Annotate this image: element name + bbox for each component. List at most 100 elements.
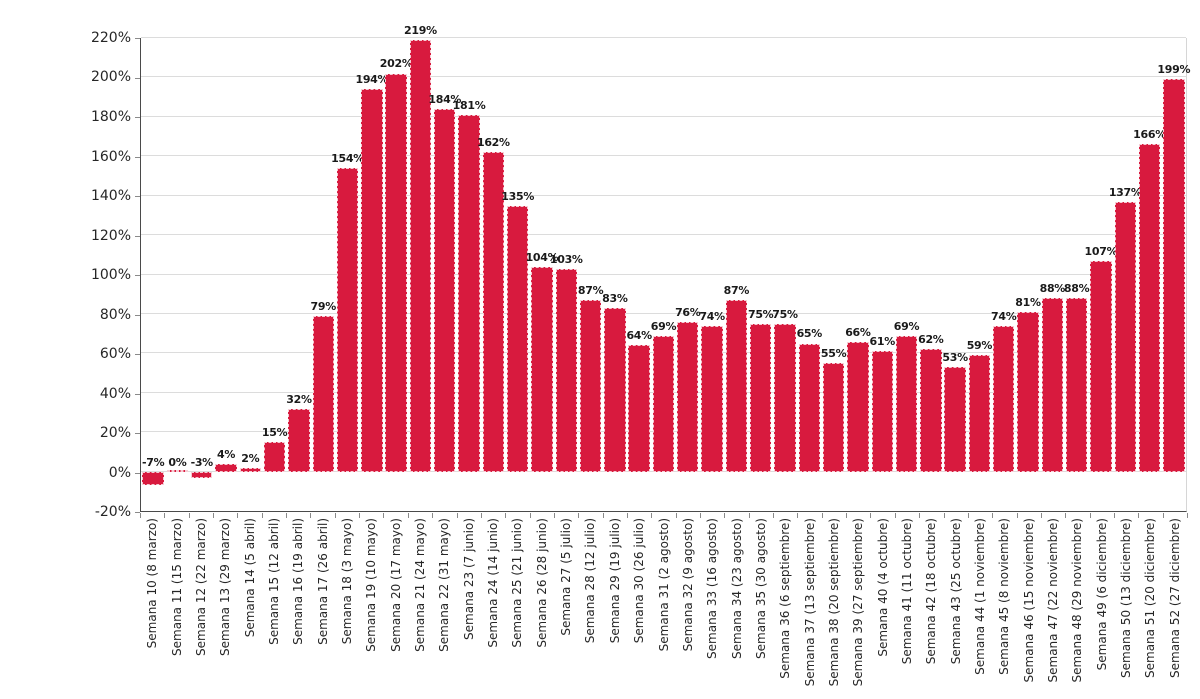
bar-value-label: 154% — [331, 152, 364, 166]
bar — [968, 355, 991, 472]
x-axis-category-label: Semana 10 (8 marzo) — [145, 518, 160, 649]
bar-value-label: 65% — [796, 327, 823, 341]
x-axis-category-label: Semana 31 (2 agosto) — [656, 518, 671, 652]
x-axis-tick — [213, 513, 215, 518]
y-axis-tick-label: 100% — [90, 267, 131, 283]
bar-value-label: 76% — [675, 305, 701, 319]
x-axis-category-label: Semana 32 (9 agosto) — [680, 518, 695, 652]
bar-slot: 135% — [501, 38, 534, 511]
x-axis-tick — [700, 513, 702, 518]
x-axis-category-label: Semana 36 (6 septiembre) — [778, 518, 793, 679]
bar — [1138, 144, 1161, 472]
y-axis: -20% 0% 20% 40% 60% 80% 100% 120% 140% 160% 180% 20… — [0, 30, 131, 520]
x-axis-category-label: Semana 21 (24 mayo) — [413, 518, 427, 652]
bar — [652, 335, 675, 472]
x-axis-category-label: Semana 44 (1 noviembre) — [973, 518, 988, 675]
x-axis-category-label: Semana 35 (30 agosto) — [753, 518, 768, 659]
bar-value-label: 184% — [428, 92, 462, 106]
bar-value-label: 88% — [1063, 282, 1090, 296]
bar-slot: 103% — [550, 38, 583, 511]
bar — [385, 73, 407, 472]
bar — [531, 266, 553, 472]
bar-slot: 83% — [602, 38, 628, 511]
bar-value-label: 194% — [355, 73, 389, 87]
bar — [458, 114, 480, 472]
x-axis-category-label: Semana 12 (22 marzo) — [193, 518, 208, 656]
x-axis-tick — [797, 513, 799, 518]
x-axis-tick — [456, 513, 458, 518]
y-axis-tick-label: -20% — [94, 504, 131, 520]
bar — [677, 321, 699, 472]
bar-slot: 32% — [286, 38, 312, 511]
x-axis-category-label: Semana 27 (5 julio) — [559, 518, 574, 636]
gridline — [141, 273, 1186, 275]
x-axis-category-label: Semana 46 (15 noviembre) — [1021, 518, 1036, 683]
bar-value-label: 79% — [310, 299, 337, 313]
bar-slot: 66% — [845, 38, 871, 511]
gridline — [141, 37, 1186, 38]
x-axis-category-label: Semana 49 (6 diciembre) — [1094, 518, 1109, 671]
bar-slot: 65% — [796, 38, 823, 511]
bar-value-label: -3% — [190, 455, 214, 469]
bar — [628, 345, 650, 472]
bar-value-label: 81% — [1015, 295, 1041, 309]
bar-slot: -3% — [190, 38, 214, 511]
bar-value-label: 2% — [241, 451, 260, 465]
x-axis-category-label: Semana 52 (27 diciembre) — [1167, 518, 1182, 678]
bar-slot: 74% — [699, 38, 725, 511]
bar-slot: 62% — [918, 38, 944, 511]
bar-slot: 59% — [967, 38, 992, 511]
bar-value-label: 69% — [650, 319, 677, 333]
bar-value-label: 4% — [217, 447, 236, 461]
x-axis-category-label: Semana 34 (23 agosto) — [729, 518, 744, 659]
bar — [288, 408, 310, 472]
bar-slot: 0% — [165, 38, 189, 511]
x-axis-tick — [383, 513, 385, 518]
y-axis-tick — [135, 314, 140, 316]
bar-value-label: 87% — [577, 284, 604, 298]
x-axis-tick — [505, 513, 507, 518]
bar-slot: 194% — [355, 38, 389, 511]
x-axis-tick — [140, 513, 141, 518]
y-axis-tick — [135, 472, 140, 474]
bar — [239, 467, 262, 472]
x-axis-tick — [724, 513, 726, 518]
x-axis-category-label: Semana 25 (21 junio) — [510, 518, 525, 648]
bar-value-label: 74% — [699, 309, 725, 323]
x-axis-tick — [1138, 513, 1140, 518]
x-axis-category-label: Semana 20 (17 mayo) — [388, 518, 403, 652]
bar-value-label: -7% — [141, 455, 165, 469]
bar-slot: 2% — [238, 38, 262, 511]
x-axis-tick — [529, 513, 531, 518]
bar-slot: 104% — [526, 38, 559, 511]
x-axis-tick — [310, 513, 312, 518]
y-axis-tick — [135, 512, 140, 513]
y-axis-tick-label: 20% — [99, 425, 131, 441]
x-axis-tick — [1089, 513, 1091, 518]
bar — [191, 471, 213, 478]
x-axis-tick — [286, 513, 288, 518]
bar — [798, 343, 820, 472]
bar-slot: -7% — [141, 38, 165, 511]
bar-value-label: 135% — [501, 189, 535, 203]
bar-value-label: 75% — [772, 307, 798, 321]
bar — [506, 205, 529, 472]
x-axis-tick — [407, 513, 409, 518]
x-axis-category-label: Semana 17 (26 abril) — [315, 518, 330, 645]
bar — [409, 39, 432, 472]
bar — [1090, 260, 1112, 472]
y-axis-tick-label: 0% — [108, 464, 131, 481]
bar — [166, 469, 189, 472]
bar — [1017, 311, 1039, 472]
x-axis-tick — [334, 513, 336, 518]
x-axis-category-label: Semana 11 (15 marzo) — [169, 518, 184, 656]
bar-value-label: 15% — [261, 426, 288, 440]
x-axis-tick — [919, 513, 921, 518]
x-axis-category-label: Semana 51 (20 diciembre) — [1143, 518, 1158, 678]
x-axis-category-label: Semana 48 (29 noviembre) — [1070, 518, 1085, 683]
x-axis-tick — [748, 513, 750, 518]
x-axis-tick — [870, 513, 872, 518]
x-axis-ticks — [140, 512, 1188, 518]
x-axis-tick — [432, 513, 434, 518]
bar-slot: 181% — [453, 38, 486, 511]
